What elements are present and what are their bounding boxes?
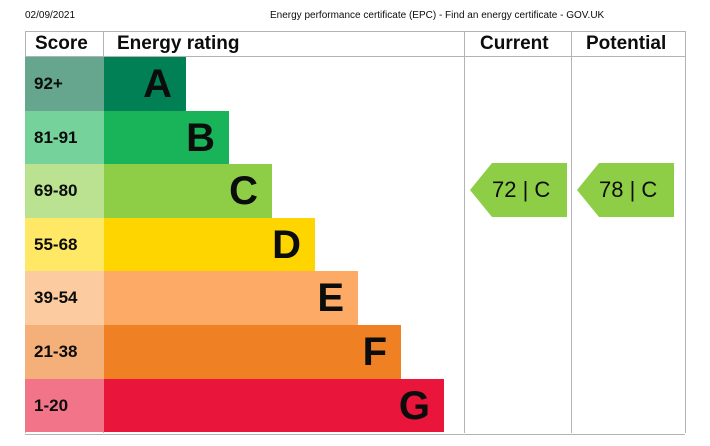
rating-bar: F	[104, 325, 401, 379]
rating-row-e: 39-54 E	[25, 271, 445, 325]
rating-bar: D	[104, 217, 315, 272]
rating-letter: F	[362, 330, 387, 374]
epc-table	[25, 31, 685, 435]
score-range: 39-54	[25, 271, 104, 325]
rating-bar: A	[104, 57, 186, 111]
rating-bar: E	[104, 271, 358, 325]
potential-rating-label: 78 | C	[599, 177, 658, 202]
rating-letter: G	[398, 383, 430, 428]
rating-letter: B	[186, 115, 215, 160]
rating-row-d: 55-68 D	[25, 217, 445, 272]
rating-bar: C	[104, 164, 272, 218]
current-rating-label: 72 | C	[492, 177, 551, 202]
rating-row-g: 1-20 G	[25, 378, 445, 433]
potential-rating-arrow: 78 | C	[577, 163, 674, 217]
rating-row-b: 81-91 B	[25, 110, 445, 165]
rating-letter: E	[317, 276, 344, 321]
rating-letter: D	[272, 222, 301, 267]
score-range: 1-20	[25, 378, 104, 433]
score-range: 92+	[25, 57, 104, 111]
page-title: Energy performance certificate (EPC) - F…	[270, 10, 605, 21]
score-range: 69-80	[25, 164, 104, 218]
score-range: 55-68	[25, 217, 104, 272]
rating-row-a: 92+ A	[25, 57, 445, 111]
col-current-header: Current	[480, 33, 549, 54]
divider	[571, 31, 572, 433]
rating-bar: B	[104, 110, 229, 165]
header-divider	[25, 56, 685, 57]
rating-row-c: 69-80 C	[25, 164, 445, 218]
print-date: 02/09/2021	[25, 10, 76, 21]
current-rating-arrow: 72 | C	[470, 163, 567, 217]
rating-letter: A	[143, 62, 172, 106]
divider	[464, 31, 465, 433]
score-range: 81-91	[25, 110, 104, 165]
rating-bar: G	[104, 378, 444, 433]
col-rating-header: Energy rating	[117, 33, 240, 54]
score-range: 21-38	[25, 325, 104, 379]
rating-row-f: 21-38 F	[25, 325, 445, 379]
divider	[685, 31, 686, 433]
col-potential-header: Potential	[586, 33, 667, 54]
col-score-header: Score	[35, 33, 88, 54]
rating-letter: C	[229, 169, 258, 214]
